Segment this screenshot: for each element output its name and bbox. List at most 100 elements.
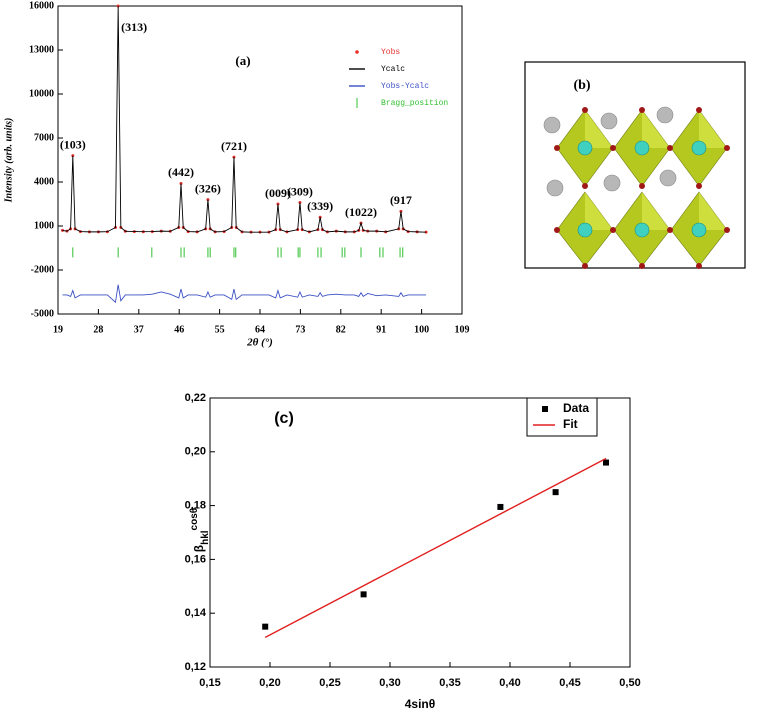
y-label-subscript: hkl xyxy=(200,530,211,545)
atom xyxy=(610,145,616,151)
oxygen-atoms xyxy=(554,107,730,269)
x-tick-label: 28 xyxy=(93,324,103,335)
series-line xyxy=(62,284,427,304)
structure-panel: (b) xyxy=(524,61,746,269)
y-tick-label: -2000 xyxy=(31,264,54,275)
atom xyxy=(543,116,561,134)
legend-marker xyxy=(542,406,548,412)
y-tick-label: 16000 xyxy=(29,0,54,11)
y-tick-label: 0,12 xyxy=(185,661,206,673)
panel-label: (b) xyxy=(573,78,590,93)
x-tick-label: 0,25 xyxy=(319,677,340,689)
atom xyxy=(582,263,588,269)
x-tick-label: 19 xyxy=(53,324,63,335)
legend-label: Fit xyxy=(563,417,578,431)
x-tick-label: 0,20 xyxy=(259,677,280,689)
face xyxy=(699,192,727,230)
x-tick-label: 0,45 xyxy=(559,677,580,689)
y-label-symbol: β xyxy=(192,545,206,552)
atom xyxy=(546,179,564,197)
atom xyxy=(696,183,702,189)
panel-label: (c) xyxy=(274,410,294,427)
x-axis-label: 2θ (°) xyxy=(246,337,273,349)
atom xyxy=(696,263,702,269)
y-tick-label: 7000 xyxy=(34,132,54,143)
atom xyxy=(691,222,707,238)
atom xyxy=(667,145,673,151)
x-tick-label: 100 xyxy=(414,324,429,335)
atom xyxy=(639,183,645,189)
peak-label: (009) xyxy=(265,186,291,200)
peak-label: (326) xyxy=(195,181,221,195)
y-tick-label: 0,20 xyxy=(185,446,206,458)
face xyxy=(585,110,613,148)
atom xyxy=(577,222,593,238)
data-point xyxy=(60,228,64,232)
data-point xyxy=(497,503,504,510)
legend-label: Yobs xyxy=(381,48,400,57)
peak-label: (442) xyxy=(168,165,194,179)
data-point xyxy=(262,623,269,630)
x-tick-label: 0,40 xyxy=(499,677,520,689)
x-tick-label: 37 xyxy=(134,324,144,335)
plot-frame xyxy=(209,397,631,668)
x-tick-label: 0,35 xyxy=(439,677,460,689)
x-axis-label: 4sinθ xyxy=(405,697,436,711)
peak-label: (917 xyxy=(390,193,412,207)
octahedra-faces xyxy=(585,110,727,230)
y-label-rest: cosθ xyxy=(189,508,200,531)
x-tick-label: 109 xyxy=(455,324,470,335)
atom xyxy=(577,140,593,156)
peak-label: (313) xyxy=(121,20,147,34)
legend-label: Bragg_position xyxy=(381,99,448,108)
data-point xyxy=(603,459,609,466)
y-axis-label: βhklcosθ xyxy=(189,508,211,552)
atom xyxy=(554,227,560,233)
atom xyxy=(724,227,730,233)
x-tick-label: 0,15 xyxy=(199,677,220,689)
peak-label: (339) xyxy=(307,199,333,213)
series-line xyxy=(264,457,607,639)
y-tick-label: 13000 xyxy=(29,44,54,55)
b-site-atoms xyxy=(577,140,707,238)
face xyxy=(642,110,670,148)
x-tick-label: 55 xyxy=(215,324,225,335)
peak-label: (1022) xyxy=(345,205,377,219)
atom xyxy=(582,107,588,113)
legend-frame xyxy=(526,397,598,437)
y-tick-label: 0,18 xyxy=(185,500,206,512)
face xyxy=(585,192,613,230)
data-point xyxy=(360,591,367,598)
atom xyxy=(667,227,673,233)
atom xyxy=(639,263,645,269)
peak-label: (309) xyxy=(287,184,313,198)
y-tick-label: 1000 xyxy=(34,220,54,231)
y-tick-label: 0,16 xyxy=(185,553,206,565)
x-tick-label: 46 xyxy=(174,324,184,335)
y-tick-label: -5000 xyxy=(31,308,54,319)
atom xyxy=(634,140,650,156)
atom xyxy=(656,106,674,124)
x-tick-label: 91 xyxy=(376,324,386,335)
face xyxy=(699,110,727,148)
legend-marker xyxy=(355,50,359,54)
panel-label: (a) xyxy=(235,53,250,68)
atom xyxy=(603,174,621,192)
x-tick-label: 64 xyxy=(255,324,265,335)
legend-label: Data xyxy=(563,401,589,415)
atom xyxy=(582,183,588,189)
atom xyxy=(600,112,618,130)
atom xyxy=(639,107,645,113)
atom xyxy=(696,107,702,113)
series-line xyxy=(62,5,427,233)
a-site-atoms xyxy=(543,106,677,197)
atom xyxy=(610,227,616,233)
x-tick-label: 73 xyxy=(295,324,305,335)
atom xyxy=(659,169,677,187)
y-tick-label: 10000 xyxy=(29,88,54,99)
atom xyxy=(554,145,560,151)
y-tick-label: 0,22 xyxy=(185,392,206,404)
atom xyxy=(724,145,730,151)
face xyxy=(642,192,670,230)
